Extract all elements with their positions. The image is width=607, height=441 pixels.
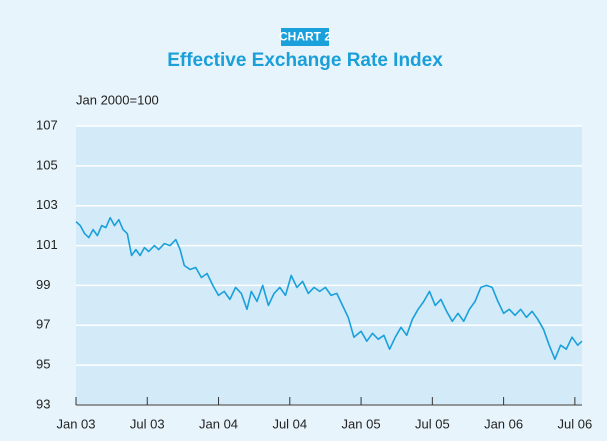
line-series — [75, 216, 583, 361]
x-tick-label: Jan 06 — [484, 416, 523, 431]
x-tick-label: Jan 05 — [342, 416, 381, 431]
chart-badge: CHART 2 — [279, 30, 331, 44]
y-tick-label: 93 — [36, 396, 50, 411]
chart-title: Effective Exchange Rate Index — [167, 50, 443, 71]
y-tick-label: 105 — [36, 157, 58, 172]
y-tick-label: 99 — [36, 277, 50, 292]
y-tick-label: 103 — [36, 197, 58, 212]
y-tick-label: 107 — [36, 117, 58, 132]
plot-area — [76, 126, 582, 405]
y-tick-label: 95 — [36, 357, 50, 372]
x-tick-label: Jul 04 — [272, 416, 307, 431]
badge-box — [281, 28, 329, 46]
x-tick-label: Jan 04 — [199, 416, 238, 431]
x-tick-label: Jul 03 — [130, 416, 165, 431]
y-tick-label: 97 — [36, 317, 50, 332]
x-tick-label: Jul 05 — [415, 416, 450, 431]
x-tick-label: Jul 06 — [558, 416, 593, 431]
y-tick-label: 101 — [36, 237, 58, 252]
x-tick-label: Jan 03 — [56, 416, 95, 431]
y-axis-label: Jan 2000=100 — [76, 92, 159, 107]
